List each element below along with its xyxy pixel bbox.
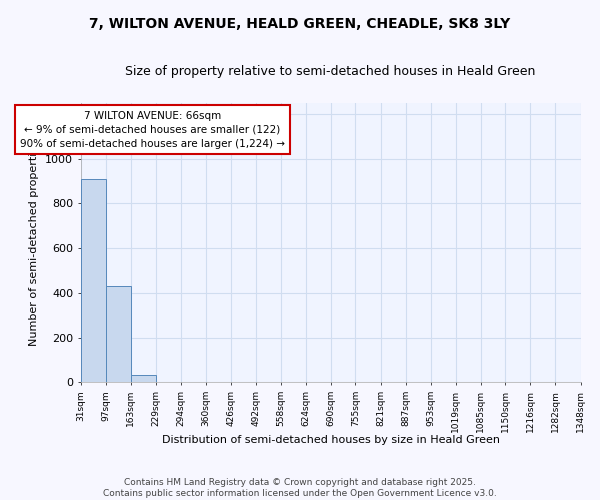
- Text: 7 WILTON AVENUE: 66sqm
← 9% of semi-detached houses are smaller (122)
90% of sem: 7 WILTON AVENUE: 66sqm ← 9% of semi-deta…: [20, 110, 285, 148]
- Text: Contains HM Land Registry data © Crown copyright and database right 2025.
Contai: Contains HM Land Registry data © Crown c…: [103, 478, 497, 498]
- X-axis label: Distribution of semi-detached houses by size in Heald Green: Distribution of semi-detached houses by …: [161, 435, 500, 445]
- Text: 7, WILTON AVENUE, HEALD GREEN, CHEADLE, SK8 3LY: 7, WILTON AVENUE, HEALD GREEN, CHEADLE, …: [89, 18, 511, 32]
- Y-axis label: Number of semi-detached properties: Number of semi-detached properties: [29, 140, 40, 346]
- Bar: [131, 374, 156, 382]
- Title: Size of property relative to semi-detached houses in Heald Green: Size of property relative to semi-detach…: [125, 65, 536, 78]
- Bar: [106, 286, 131, 382]
- Bar: [81, 179, 106, 382]
